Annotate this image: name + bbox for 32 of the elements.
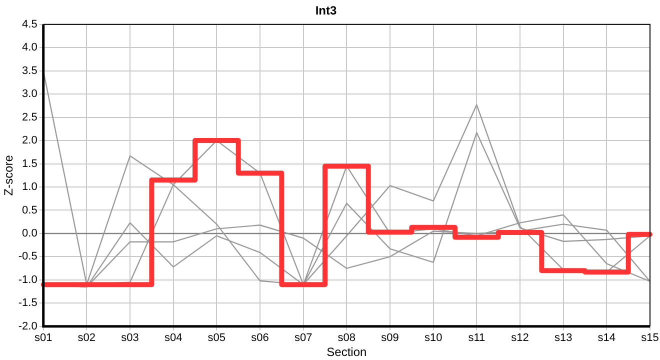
x-tick-label: s04 (164, 332, 182, 344)
x-tick-label: s05 (208, 332, 226, 344)
x-tick-label: s10 (424, 332, 442, 344)
y-tick-label: 0.0 (22, 228, 38, 240)
y-tick-label: 2.5 (22, 111, 38, 124)
y-tick-label: 4.5 (22, 18, 38, 30)
x-tick-label: s06 (251, 332, 269, 344)
x-tick-label: s08 (338, 332, 356, 344)
y-axis-title: Z-score (2, 154, 16, 196)
y-tick-label: 3.0 (22, 88, 38, 100)
y-tick-label: 4.0 (22, 42, 38, 54)
chart-title: Int3 (315, 4, 337, 18)
x-tick-label: s02 (78, 332, 96, 344)
y-tick-label: -1.5 (18, 297, 38, 310)
y-tick-label: 2.0 (22, 134, 38, 147)
y-tick-label: -2.0 (18, 320, 38, 332)
y-tick-label: 3.5 (22, 64, 38, 77)
x-tick-label: s14 (598, 332, 616, 344)
x-tick-label: s13 (554, 332, 572, 344)
x-axis-title: Section (326, 345, 367, 360)
x-tick-label: s01 (34, 332, 52, 344)
x-tick-label: s09 (381, 332, 399, 344)
x-tick-label: s03 (121, 332, 139, 344)
x-tick-label: s11 (468, 332, 486, 344)
y-tick-label: 1.5 (22, 158, 38, 170)
x-tick-label: s12 (511, 332, 529, 344)
y-tick-label: -1.0 (18, 274, 38, 286)
y-tick-label: 1.0 (22, 181, 38, 194)
x-tick-label: s07 (294, 332, 312, 344)
y-tick-label: -0.5 (18, 250, 38, 263)
x-tick-label: s15 (641, 332, 659, 344)
y-tick-label: 0.5 (22, 204, 38, 216)
